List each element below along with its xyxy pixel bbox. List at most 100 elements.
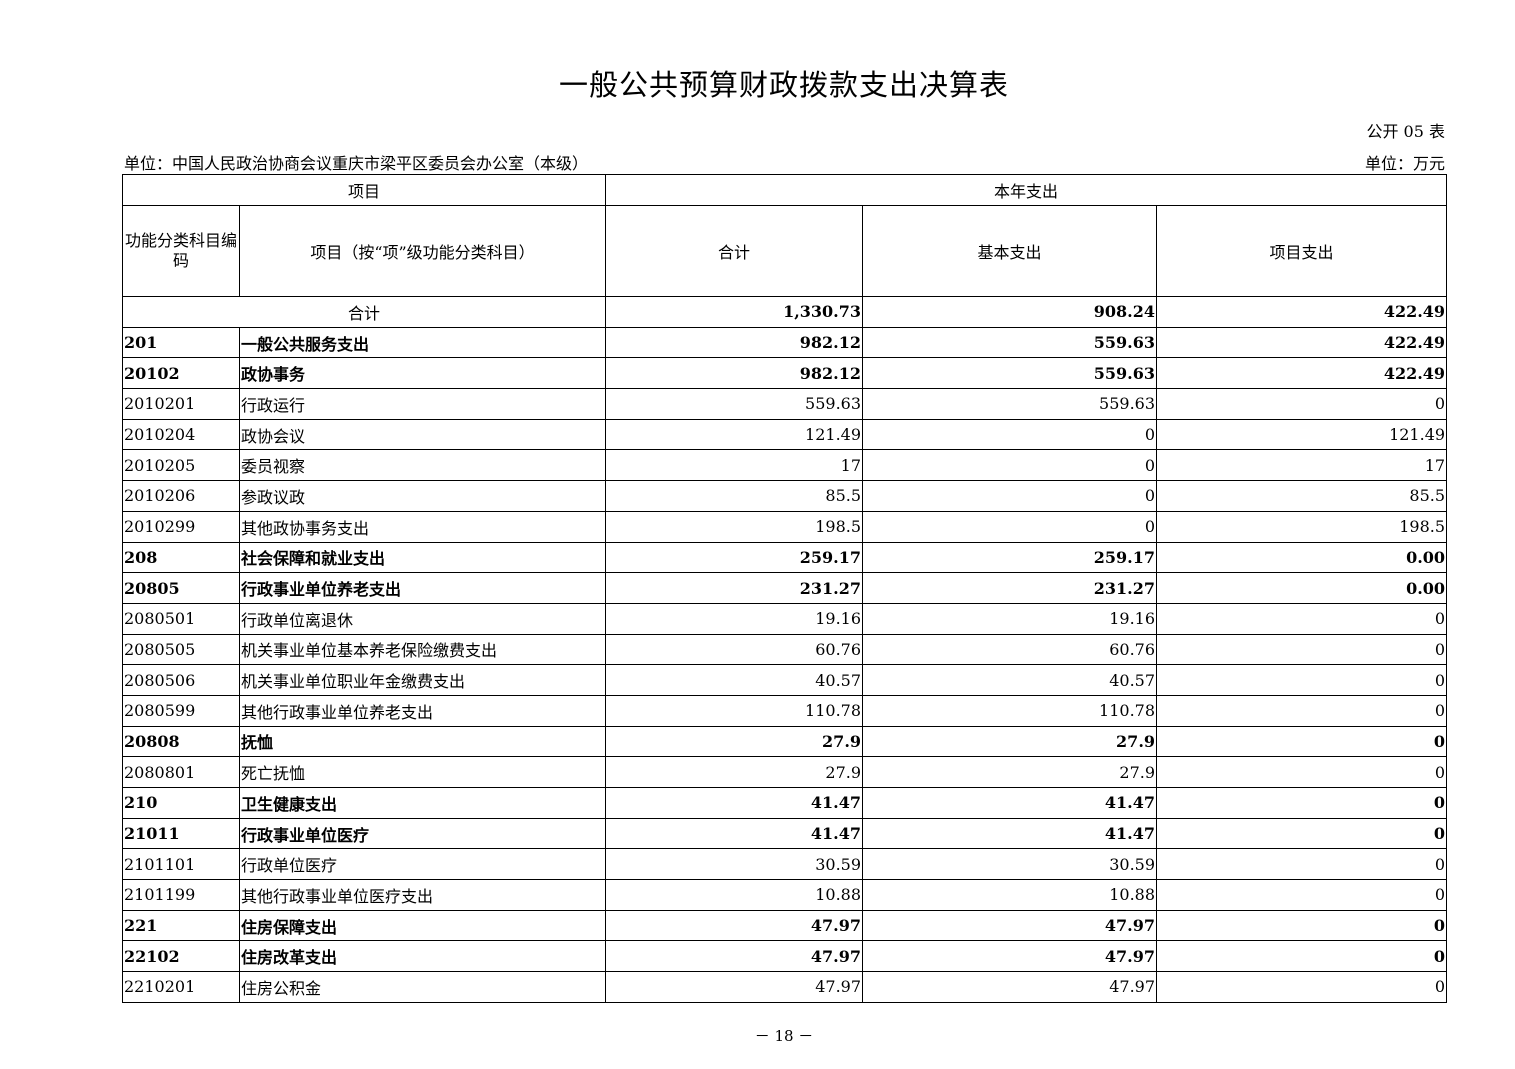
header-total: 合计 xyxy=(605,205,864,297)
cell-project: 422.49 xyxy=(1156,326,1448,359)
cell-project: 0.00 xyxy=(1156,572,1448,604)
cell-name: 一般公共服务支出 xyxy=(238,326,607,359)
cell-name: 抚恤 xyxy=(238,725,607,758)
cell-total: 40.57 xyxy=(605,664,864,696)
cell-basic: 0 xyxy=(862,418,1158,451)
cell-total: 41.47 xyxy=(605,787,864,819)
cell-code: 2080506 xyxy=(122,664,240,696)
cell-basic: 19.16 xyxy=(862,602,1158,635)
cell-total: 110.78 xyxy=(605,694,864,727)
cell-basic: 60.76 xyxy=(862,633,1158,666)
cell-total: 17 xyxy=(605,449,864,482)
cell-code: 201 xyxy=(122,326,240,359)
table-row: 2080501 行政单位离退休 19.16 19.16 0 xyxy=(122,602,1448,635)
cell-project: 0 xyxy=(1156,725,1448,758)
cell-name: 委员视察 xyxy=(238,449,607,482)
cell-total: 47.97 xyxy=(605,909,864,942)
cell-name: 社会保障和就业支出 xyxy=(238,541,607,574)
cell-total: 47.97 xyxy=(605,940,864,973)
cell-project: 121.49 xyxy=(1156,418,1448,451)
table-row: 2010299 其他政协事务支出 198.5 0 198.5 xyxy=(122,510,1448,543)
cell-name: 住房公积金 xyxy=(238,971,607,1003)
form-number: 公开 05 表 xyxy=(1366,122,1445,141)
cell-basic: 27.9 xyxy=(862,756,1158,788)
cell-project: 0 xyxy=(1156,756,1448,788)
cell-name: 政协事务 xyxy=(238,357,607,390)
cell-code: 2210201 xyxy=(122,971,240,1003)
table-row: 21011 行政事业单位医疗 41.47 41.47 0 xyxy=(122,817,1448,850)
cell-code: 2010206 xyxy=(122,480,240,512)
page-title: 一般公共预算财政拨款支出决算表 xyxy=(558,68,1009,102)
cell-total: 41.47 xyxy=(605,817,864,850)
cell-name: 住房改革支出 xyxy=(238,940,607,973)
table-row: 221 住房保障支出 47.97 47.97 0 xyxy=(122,909,1448,942)
cell-total: 85.5 xyxy=(605,480,864,512)
cell-total: 47.97 xyxy=(605,971,864,1003)
cell-project: 0 xyxy=(1156,664,1448,696)
header-item: 项目 xyxy=(121,174,607,206)
cell-basic: 47.97 xyxy=(862,909,1158,942)
cell-total: 30.59 xyxy=(605,848,864,881)
cell-code: 21011 xyxy=(122,817,240,850)
cell-code: 2010204 xyxy=(122,418,240,451)
cell-name: 机关事业单位职业年金缴费支出 xyxy=(238,664,607,696)
total-total: 1,330.73 xyxy=(605,296,864,328)
cell-total: 559.63 xyxy=(605,388,864,420)
table-row: 2101199 其他行政事业单位医疗支出 10.88 10.88 0 xyxy=(122,879,1448,911)
cell-total: 231.27 xyxy=(605,572,864,604)
table-row: 210 卫生健康支出 41.47 41.47 0 xyxy=(122,787,1448,819)
cell-name: 卫生健康支出 xyxy=(238,787,607,819)
cell-code: 210 xyxy=(122,787,240,819)
cell-name: 行政事业单位医疗 xyxy=(238,817,607,850)
table-row: 2010206 参政议政 85.5 0 85.5 xyxy=(122,480,1448,512)
cell-total: 198.5 xyxy=(605,510,864,543)
cell-total: 259.17 xyxy=(605,541,864,574)
cell-code: 2010299 xyxy=(122,510,240,543)
cell-total: 10.88 xyxy=(605,879,864,911)
cell-code: 2080501 xyxy=(122,602,240,635)
cell-total: 19.16 xyxy=(605,602,864,635)
total-basic: 908.24 xyxy=(862,296,1158,328)
total-row: 合计 1,330.73 908.24 422.49 xyxy=(121,296,1448,328)
table-row: 2080801 死亡抚恤 27.9 27.9 0 xyxy=(122,756,1448,788)
cell-code: 2101199 xyxy=(122,879,240,911)
table-row: 2080506 机关事业单位职业年金缴费支出 40.57 40.57 0 xyxy=(122,664,1448,696)
cell-basic: 40.57 xyxy=(862,664,1158,696)
cell-basic: 559.63 xyxy=(862,326,1158,359)
cell-project: 17 xyxy=(1156,449,1448,482)
cell-basic: 110.78 xyxy=(862,694,1158,727)
table-row: 2080505 机关事业单位基本养老保险缴费支出 60.76 60.76 0 xyxy=(122,633,1448,666)
cell-project: 198.5 xyxy=(1156,510,1448,543)
table-row: 2080599 其他行政事业单位养老支出 110.78 110.78 0 xyxy=(122,694,1448,727)
header-row-1: 项目 本年支出 xyxy=(121,174,1448,206)
cell-name: 其他行政事业单位医疗支出 xyxy=(238,879,607,911)
cell-basic: 0 xyxy=(862,449,1158,482)
cell-code: 20805 xyxy=(122,572,240,604)
header-basic: 基本支出 xyxy=(862,205,1158,297)
cell-project: 422.49 xyxy=(1156,357,1448,390)
cell-project: 0 xyxy=(1156,787,1448,819)
cell-code: 2010201 xyxy=(122,388,240,420)
cell-code: 2010205 xyxy=(122,449,240,482)
header-current-year: 本年支出 xyxy=(605,174,1448,206)
cell-name: 参政议政 xyxy=(238,480,607,512)
cell-name: 行政单位医疗 xyxy=(238,848,607,881)
table-row: 2010201 行政运行 559.63 559.63 0 xyxy=(122,388,1448,420)
cell-code: 22102 xyxy=(122,940,240,973)
table-row: 201 一般公共服务支出 982.12 559.63 422.49 xyxy=(122,326,1448,359)
cell-basic: 41.47 xyxy=(862,817,1158,850)
cell-basic: 0 xyxy=(862,480,1158,512)
header-name: 项目（按“项”级功能分类科目） xyxy=(238,205,607,297)
header-code: 功能分类科目编码 xyxy=(122,205,240,297)
cell-basic: 47.97 xyxy=(862,971,1158,1003)
cell-code: 2080801 xyxy=(122,756,240,788)
cell-project: 0 xyxy=(1156,633,1448,666)
table-row: 2010205 委员视察 17 0 17 xyxy=(122,449,1448,482)
cell-project: 0 xyxy=(1156,848,1448,881)
cell-code: 2080505 xyxy=(122,633,240,666)
table-row: 208 社会保障和就业支出 259.17 259.17 0.00 xyxy=(122,541,1448,574)
cell-project: 0 xyxy=(1156,602,1448,635)
cell-total: 60.76 xyxy=(605,633,864,666)
table-row: 20808 抚恤 27.9 27.9 0 xyxy=(122,725,1448,758)
table-row: 20805 行政事业单位养老支出 231.27 231.27 0.00 xyxy=(122,572,1448,604)
